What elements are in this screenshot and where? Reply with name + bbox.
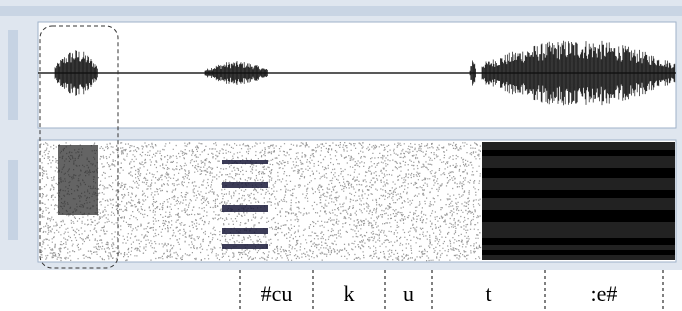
- waveform-axis-label: [8, 30, 18, 120]
- formant-band: [222, 228, 268, 234]
- formant-band: [222, 244, 268, 249]
- formant-band: [222, 205, 268, 212]
- segment-label: k: [344, 281, 355, 306]
- spectrogram-axis-label: [8, 160, 18, 240]
- formant-band: [482, 238, 675, 245]
- formant-band: [482, 210, 675, 222]
- segment-label: u: [403, 281, 414, 306]
- speech-analysis-screenshot: #cu k u t :e#: [0, 0, 682, 311]
- burst-region: [58, 145, 98, 215]
- segment-labels: #cu k u t :e#: [240, 270, 663, 311]
- formant-band: [222, 160, 268, 164]
- toolbar: [0, 6, 682, 16]
- segment-label: t: [485, 281, 491, 306]
- segment-label: #cu: [261, 281, 293, 306]
- formant-band: [482, 150, 675, 156]
- formant-band: [482, 168, 675, 178]
- formant-band: [482, 190, 675, 198]
- formant-band: [482, 250, 675, 255]
- formant-band: [222, 182, 268, 188]
- segment-label: :e#: [591, 281, 618, 306]
